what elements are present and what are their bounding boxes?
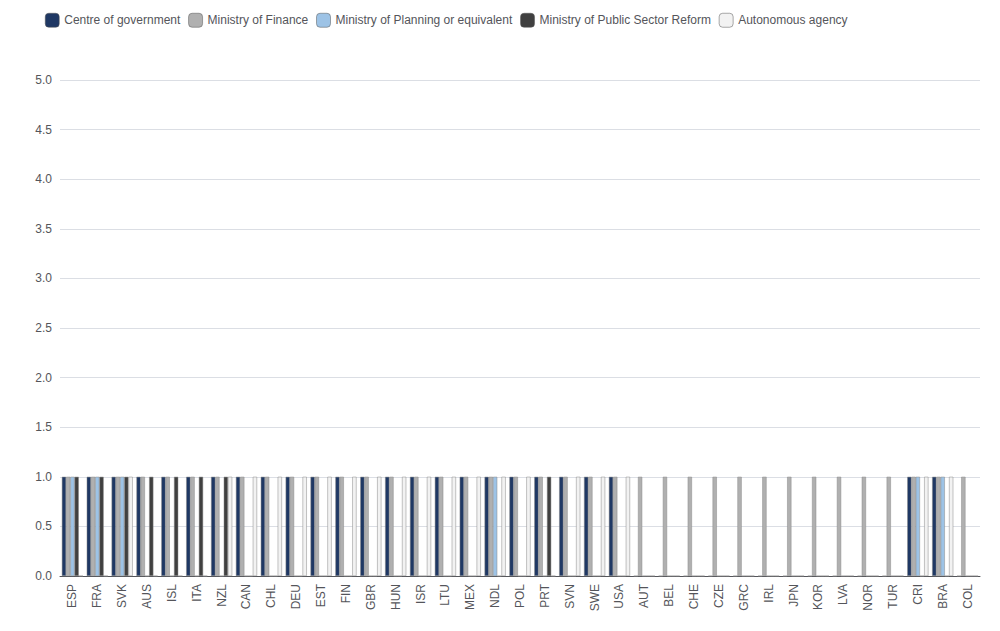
svg-text:1.5: 1.5 [35, 420, 52, 434]
svg-text:EST: EST [314, 583, 328, 607]
svg-text:CAN: CAN [239, 584, 253, 609]
svg-text:NDL: NDL [488, 584, 502, 608]
svg-text:SWE: SWE [588, 584, 602, 611]
svg-text:0.0: 0.0 [35, 569, 52, 583]
svg-text:Autonomous agency: Autonomous agency [738, 13, 847, 27]
svg-text:CHL: CHL [264, 584, 278, 608]
svg-text:CZE: CZE [712, 584, 726, 608]
svg-text:2.0: 2.0 [35, 371, 52, 385]
svg-text:Ministry of Planning or equiva: Ministry of Planning or equivalent [336, 13, 513, 27]
svg-text:POL: POL [513, 584, 527, 608]
svg-text:ISL: ISL [165, 584, 179, 602]
svg-text:Ministry of Public Sector Refo: Ministry of Public Sector Reform [540, 13, 711, 27]
svg-text:LTU: LTU [438, 584, 452, 606]
svg-text:SVN: SVN [563, 584, 577, 609]
svg-text:MEX: MEX [463, 584, 477, 610]
svg-text:4.0: 4.0 [35, 172, 52, 186]
svg-text:USA: USA [612, 584, 626, 609]
svg-text:PRT: PRT [538, 583, 552, 607]
svg-text:2.5: 2.5 [35, 321, 52, 335]
svg-text:NZL: NZL [215, 584, 229, 607]
svg-text:IRL: IRL [762, 584, 776, 603]
svg-text:5.0: 5.0 [35, 73, 52, 87]
svg-text:0.5: 0.5 [35, 519, 52, 533]
svg-text:DEU: DEU [289, 584, 303, 609]
svg-text:BEL: BEL [662, 584, 676, 607]
svg-text:3.5: 3.5 [35, 222, 52, 236]
svg-text:FIN: FIN [339, 584, 353, 603]
svg-text:KOR: KOR [811, 584, 825, 610]
svg-text:1.0: 1.0 [35, 470, 52, 484]
svg-text:GRC: GRC [737, 584, 751, 611]
svg-text:LVA: LVA [836, 584, 850, 605]
svg-text:ITA: ITA [190, 584, 204, 602]
svg-text:AUT: AUT [637, 583, 651, 608]
svg-text:FRA: FRA [90, 584, 104, 608]
svg-text:BRA: BRA [936, 584, 950, 609]
svg-text:COL: COL [961, 584, 975, 609]
svg-text:HUN: HUN [389, 584, 403, 610]
svg-text:4.5: 4.5 [35, 123, 52, 137]
svg-text:GBR: GBR [364, 584, 378, 610]
svg-text:AUS: AUS [140, 584, 154, 609]
svg-text:CRI: CRI [911, 584, 925, 605]
svg-text:NOR: NOR [861, 584, 875, 611]
svg-text:Centre of government: Centre of government [64, 13, 181, 27]
svg-text:CHE: CHE [687, 584, 701, 609]
svg-text:TUR: TUR [886, 584, 900, 609]
svg-text:SVK: SVK [115, 584, 129, 608]
svg-text:JPN: JPN [787, 584, 801, 607]
svg-text:ESP: ESP [65, 584, 79, 608]
svg-text:ISR: ISR [414, 584, 428, 604]
svg-text:3.0: 3.0 [35, 271, 52, 285]
svg-text:Ministry of Finance: Ministry of Finance [208, 13, 309, 27]
